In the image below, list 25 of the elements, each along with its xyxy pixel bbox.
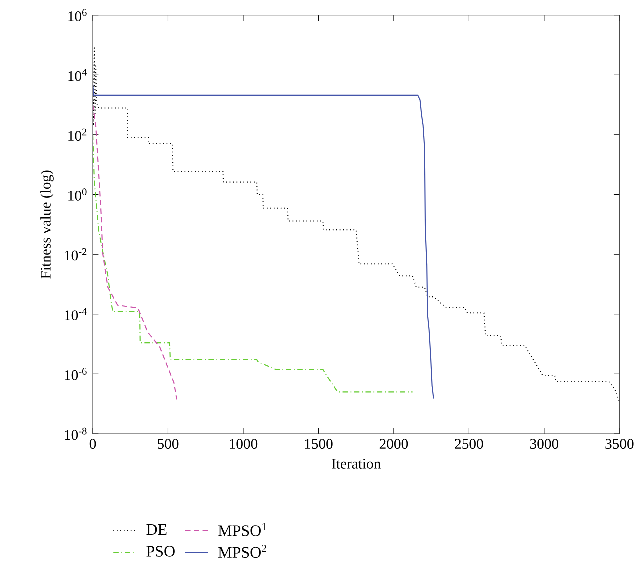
x-tick-label: 1500 bbox=[305, 439, 333, 450]
y-tick-label: 10$^{6}$ bbox=[68, 9, 87, 22]
line-series bbox=[93, 134, 414, 393]
y-tick-label: 10$^{2}$ bbox=[68, 128, 87, 142]
x-axis-title: Iteration bbox=[332, 459, 381, 469]
y-tick-label: 10$^{-2}$ bbox=[65, 248, 87, 261]
y-tick-label: 10$^{-6}$ bbox=[65, 368, 87, 380]
legend-label: MPSO$^{1}$ bbox=[218, 523, 266, 536]
x-tick-label: 0 bbox=[90, 439, 96, 450]
x-tick-label: 500 bbox=[158, 439, 179, 450]
y-tick-label: 10$^{4}$ bbox=[68, 69, 88, 82]
legend-label: DE bbox=[146, 524, 167, 536]
legend-label: MPSO$^{2}$ bbox=[218, 545, 266, 558]
line-series bbox=[93, 104, 178, 400]
line-series bbox=[93, 48, 620, 402]
x-tick-label: 3000 bbox=[530, 439, 559, 450]
x-tick-label: 3500 bbox=[606, 439, 634, 450]
legend-label: PSO bbox=[146, 546, 175, 557]
y-tick-label: 10$^{-8}$ bbox=[65, 428, 87, 440]
x-tick-label: 1000 bbox=[230, 439, 258, 450]
y-tick-label: 10$^{-4}$ bbox=[65, 308, 88, 320]
y-axis-title: Fitness value (log) bbox=[40, 170, 54, 279]
y-tick-label: 10$^{0}$ bbox=[68, 188, 87, 201]
x-tick-label: 2000 bbox=[380, 439, 408, 450]
x-tick-label: 2500 bbox=[455, 439, 484, 450]
